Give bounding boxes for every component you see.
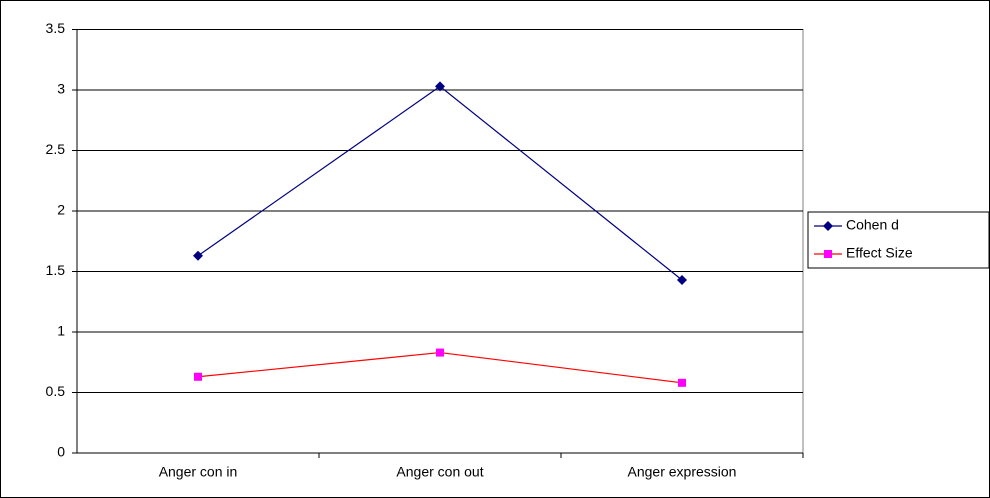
legend-label: Effect Size <box>846 245 913 261</box>
x-tick-label: Anger expression <box>628 464 737 480</box>
y-tick-label: 3.5 <box>46 20 66 36</box>
data-point <box>193 250 203 261</box>
y-tick-label: 0 <box>57 444 65 460</box>
data-point <box>436 348 444 357</box>
plot-area <box>76 29 804 454</box>
y-tick-label: 3 <box>57 81 65 97</box>
y-tick-label: 0.5 <box>46 383 66 399</box>
y-tick-label: 1.5 <box>46 262 66 278</box>
data-point <box>435 81 445 92</box>
legend-label: Cohen d <box>846 217 899 233</box>
legend-marker <box>824 250 832 258</box>
y-tick-label: 2.5 <box>46 141 66 157</box>
legend-marker <box>823 221 833 231</box>
y-tick-label: 2 <box>57 202 65 218</box>
x-tick-label: Anger con out <box>396 464 483 480</box>
data-point <box>678 378 686 387</box>
data-point <box>194 372 202 381</box>
legend-box <box>807 211 990 269</box>
data-point <box>677 274 687 285</box>
y-tick-label: 1 <box>57 323 65 339</box>
x-tick-label: Anger con in <box>159 464 238 480</box>
